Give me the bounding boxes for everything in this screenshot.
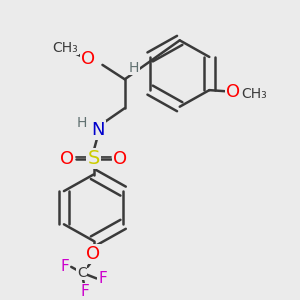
Text: S: S xyxy=(87,149,100,168)
Text: CH₃: CH₃ xyxy=(241,88,267,101)
Text: CH₃: CH₃ xyxy=(52,40,78,55)
Text: C: C xyxy=(77,266,86,280)
Text: H: H xyxy=(76,116,87,130)
Text: F: F xyxy=(80,284,89,299)
Text: H: H xyxy=(128,61,139,75)
Text: O: O xyxy=(226,82,240,100)
Text: O: O xyxy=(113,150,127,168)
Text: N: N xyxy=(91,121,105,139)
Text: F: F xyxy=(61,260,70,274)
Text: O: O xyxy=(60,150,74,168)
Text: O: O xyxy=(80,50,94,68)
Text: F: F xyxy=(98,271,107,286)
Text: O: O xyxy=(86,245,100,263)
